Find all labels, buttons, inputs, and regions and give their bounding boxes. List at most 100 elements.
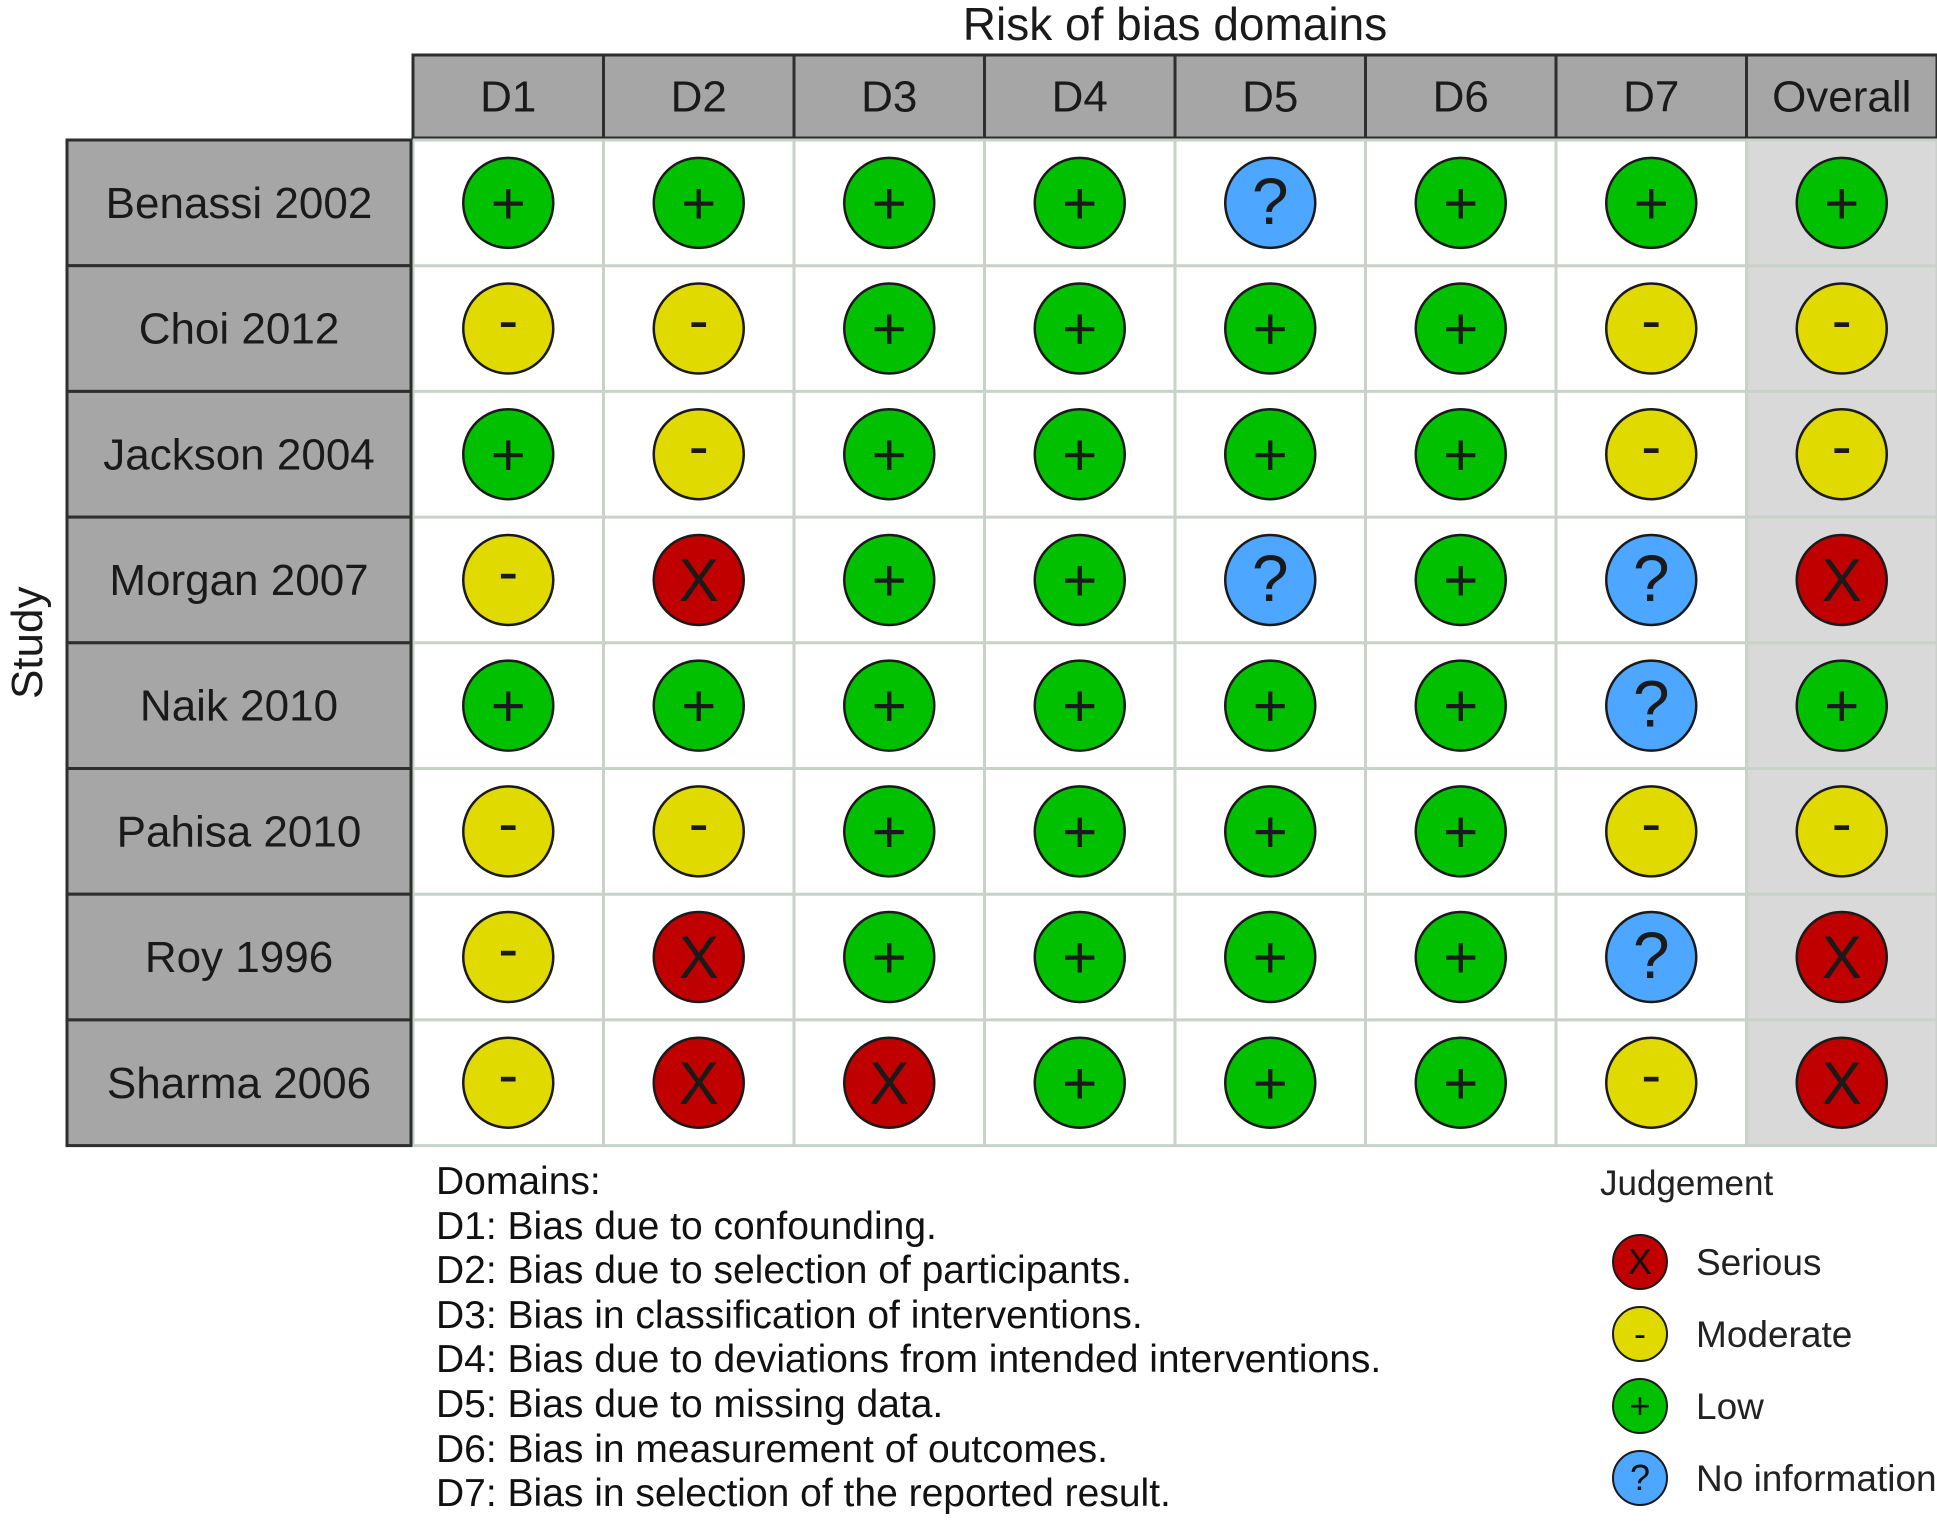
study-label-cell xyxy=(65,138,413,268)
judgement-symbol-moderate: - xyxy=(689,789,709,856)
domain-description-d1: D1: Bias due to confounding. xyxy=(436,1204,937,1248)
judgement-symbol-low: + xyxy=(1443,170,1478,237)
judgement-symbol-no-information: ? xyxy=(1633,918,1670,992)
judgement-symbol-no-information: ? xyxy=(1252,541,1289,615)
judgement-dot-jackson-2004-d5 xyxy=(1224,408,1317,501)
domains-heading: Domains: xyxy=(436,1160,601,1203)
judgement-dot-roy-1996-d3 xyxy=(843,910,936,1004)
judgement-dot-naik-2010-d1 xyxy=(462,659,555,752)
study-label-naik-2010: Naik 2010 xyxy=(140,682,338,731)
judgement-dot-naik-2010-d6 xyxy=(1414,659,1507,752)
judgement-symbol-low: + xyxy=(1443,547,1478,614)
judgement-symbol-moderate: - xyxy=(498,789,518,856)
study-label-cell xyxy=(65,515,413,645)
judgement-dot-sharma-2006-d7 xyxy=(1605,1036,1698,1129)
domains-description-block: Domains: D1: Bias due to confounding. D2… xyxy=(436,1160,1381,1517)
judgement-dot-naik-2010-d5 xyxy=(1224,659,1317,752)
judgement-symbol-moderate: - xyxy=(1641,1041,1661,1108)
low-plus-icon: + xyxy=(1612,1378,1668,1434)
judgement-dot-pahisa-2010-overall xyxy=(1795,785,1888,878)
judgement-symbol-low: + xyxy=(1253,421,1288,488)
judgement-dot-choi-2012-d3 xyxy=(843,282,936,375)
study-label-jackson-2004: Jackson 2004 xyxy=(103,430,375,479)
legend-item-no-information: ? No information xyxy=(1612,1450,1937,1514)
judgement-dot-jackson-2004-d1 xyxy=(462,408,555,501)
judgement-dot-sharma-2006-d5 xyxy=(1224,1036,1317,1129)
domain-description-d3: D3: Bias in classification of interventi… xyxy=(436,1293,1143,1337)
judgement-dot-sharma-2006-d6 xyxy=(1414,1036,1507,1129)
study-label-cell xyxy=(65,767,413,896)
legend-label-moderate: Moderate xyxy=(1696,1314,1853,1355)
column-header-d4: D4 xyxy=(1052,73,1108,122)
judgement-symbol-low: + xyxy=(1824,673,1859,740)
judgement-symbol-low: + xyxy=(872,673,907,740)
judgement-symbol-no-information: ? xyxy=(1633,541,1670,615)
column-header-cell xyxy=(602,53,796,140)
legend-item-moderate: - Moderate xyxy=(1612,1306,1937,1370)
judgement-dot-benassi-2002-d4 xyxy=(1033,156,1126,250)
judgement-symbol-low: + xyxy=(1443,296,1478,363)
judgement-dot-benassi-2002-d1 xyxy=(462,156,555,250)
judgement-dot-morgan-2007-d6 xyxy=(1414,533,1507,627)
domain-description-d2: D2: Bias due to selection of participant… xyxy=(436,1249,1132,1293)
study-label-cell xyxy=(65,641,413,770)
judgement-dot-choi-2012-d4 xyxy=(1033,282,1126,375)
judgement-dot-roy-1996-overall xyxy=(1795,910,1888,1004)
serious-x-icon: X xyxy=(1612,1234,1668,1290)
judgement-symbol-low: + xyxy=(1443,798,1478,865)
judgement-dot-sharma-2006-d1 xyxy=(462,1036,555,1129)
column-header-cell xyxy=(1745,53,1937,140)
judgement-dot-roy-1996-d6 xyxy=(1414,910,1507,1004)
column-header-d7: D7 xyxy=(1623,73,1679,122)
judgement-symbol-low: + xyxy=(1062,421,1097,488)
chart-title: Risk of bias domains xyxy=(963,0,1387,50)
judgement-dot-morgan-2007-d2 xyxy=(652,533,745,627)
legend-item-low: + Low xyxy=(1612,1378,1937,1442)
legend-label-serious: Serious xyxy=(1696,1242,1822,1283)
judgement-symbol-low: + xyxy=(1443,924,1478,991)
judgement-symbol-moderate: - xyxy=(498,915,518,982)
judgement-dot-naik-2010-d7 xyxy=(1605,659,1698,752)
judgement-symbol-low: + xyxy=(872,798,907,865)
judgement-dot-jackson-2004-d3 xyxy=(843,408,936,501)
judgement-symbol-low: + xyxy=(872,547,907,614)
judgement-symbol-moderate: - xyxy=(498,1041,518,1108)
judgement-symbol-low: + xyxy=(1062,924,1097,991)
judgement-dot-jackson-2004-d4 xyxy=(1033,408,1126,501)
judgement-dot-choi-2012-overall xyxy=(1795,282,1888,375)
judgement-symbol-low: + xyxy=(1253,673,1288,740)
judgement-dot-pahisa-2010-d5 xyxy=(1224,785,1317,878)
column-header-cell xyxy=(411,53,605,140)
judgement-dot-choi-2012-d1 xyxy=(462,282,555,375)
judgement-dot-benassi-2002-d7 xyxy=(1605,156,1698,250)
judgement-dot-pahisa-2010-d2 xyxy=(652,785,745,878)
no-information-question-icon: ? xyxy=(1612,1450,1668,1506)
judgement-dot-jackson-2004-d7 xyxy=(1605,408,1698,501)
study-label-roy-1996: Roy 1996 xyxy=(145,933,333,982)
judgement-dot-morgan-2007-d1 xyxy=(462,533,555,627)
column-header-d6: D6 xyxy=(1433,73,1489,122)
domain-description-d4: D4: Bias due to deviations from intended… xyxy=(436,1338,1382,1382)
judgement-dot-naik-2010-overall xyxy=(1795,659,1888,752)
judgement-symbol-serious: X xyxy=(1822,924,1862,991)
judgement-symbol-low: + xyxy=(1062,1050,1097,1117)
study-label-cell xyxy=(65,1018,413,1148)
study-label-cell xyxy=(65,389,413,519)
judgement-dot-jackson-2004-d2 xyxy=(652,408,745,501)
judgement-dot-pahisa-2010-d3 xyxy=(843,785,936,878)
judgement-symbol-moderate: - xyxy=(1832,287,1852,354)
judgement-dot-choi-2012-d2 xyxy=(652,282,745,375)
study-label-cell xyxy=(65,264,413,393)
judgement-symbol-moderate: - xyxy=(498,538,518,605)
judgement-dot-benassi-2002-overall xyxy=(1795,156,1888,250)
domain-description-d5: D5: Bias due to missing data. xyxy=(436,1382,944,1426)
column-header-cell xyxy=(983,53,1177,140)
column-header-d2: D2 xyxy=(671,73,727,122)
legend-item-serious: X Serious xyxy=(1612,1234,1937,1298)
column-header-cell xyxy=(792,53,986,140)
moderate-minus-icon: - xyxy=(1612,1306,1668,1362)
judgement-dot-sharma-2006-d2 xyxy=(652,1036,745,1129)
judgement-dot-pahisa-2010-d7 xyxy=(1605,785,1698,878)
legend-label-no-information: No information xyxy=(1696,1458,1937,1499)
